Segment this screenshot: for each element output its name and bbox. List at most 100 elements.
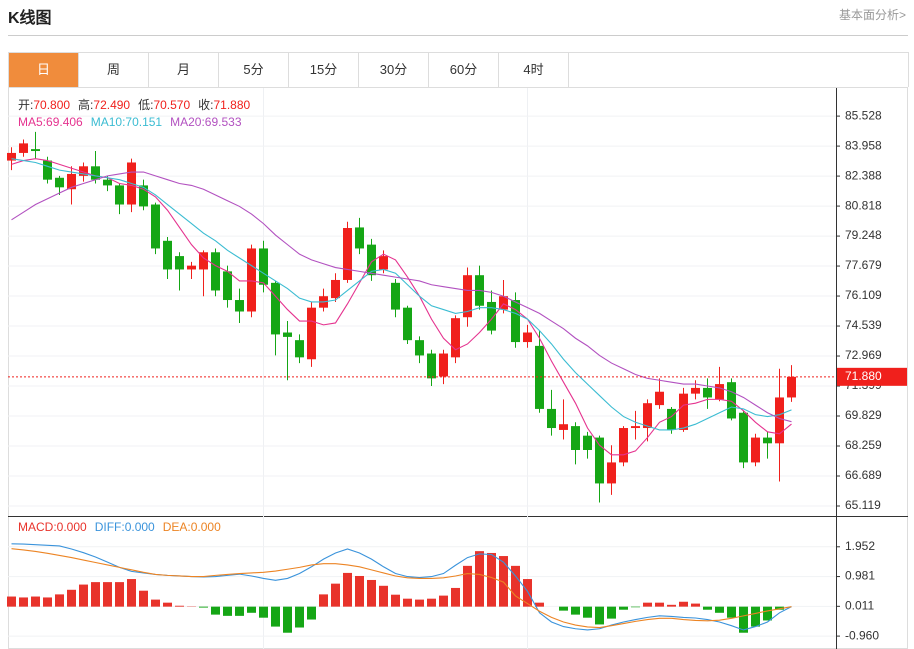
candle-body (7, 152, 16, 161)
candle-body (715, 384, 724, 400)
macd-bar (535, 602, 544, 607)
candle-body (679, 393, 688, 430)
candle-body (79, 166, 88, 176)
candle-body (223, 271, 232, 301)
y-tick-label: 65.119 (845, 498, 881, 512)
macd-bar (199, 606, 208, 608)
y-tick-label: 83.958 (845, 138, 882, 152)
candle-body (499, 296, 508, 310)
macd-bar (571, 606, 580, 615)
legend-value: 0.000 (124, 520, 155, 534)
candle-body (655, 391, 664, 406)
macd-bar (403, 598, 412, 607)
period-tabs: 日周月 5分 15分 30分 60分 4时 (8, 52, 909, 87)
legend-label: MA20: (170, 115, 205, 129)
legend-label: 开: (18, 98, 34, 112)
macd-bar (511, 565, 520, 607)
candle-body (463, 275, 472, 318)
macd-bar (151, 599, 160, 607)
candle-body (571, 426, 580, 450)
y-tick-label: 68.259 (845, 438, 882, 452)
candle-body (487, 301, 496, 331)
y-tick-label: 0.981 (845, 569, 875, 583)
candle-body (331, 279, 340, 299)
legend-value: 69.533 (204, 115, 242, 129)
candle-body (427, 353, 436, 379)
last-price-label: 71.880 (845, 369, 882, 383)
tab[interactable]: 月 (149, 53, 219, 87)
candle-body (199, 252, 208, 270)
candle-body (295, 340, 304, 358)
macd-bar (475, 551, 484, 607)
candle-body (247, 248, 256, 312)
macd-bar (43, 597, 52, 607)
y-tick-label: 77.679 (845, 258, 882, 272)
indicator-line (11, 158, 792, 431)
candle-body (751, 437, 760, 463)
macd-bar (415, 599, 424, 607)
y-tick-label: 79.248 (845, 228, 882, 242)
legend-value: 71.880 (213, 98, 251, 112)
y-tick-label: 1.952 (845, 539, 875, 553)
candle-body (739, 412, 748, 463)
macd-bar (295, 606, 304, 628)
macd-bar (691, 603, 700, 607)
candle-body (583, 435, 592, 450)
macd-bar (235, 606, 244, 616)
indicator-line (11, 543, 792, 631)
candle-body (367, 244, 376, 276)
candle-body (211, 252, 220, 291)
y-tick-label: 82.388 (845, 168, 882, 182)
ohlc-legend: 开:70.800 高:72.490 低:70.570 收:71.880 (18, 96, 258, 113)
macd-legend: MACD:0.000 DIFF:0.000 DEA:0.000 (18, 520, 229, 534)
macd-bar (715, 606, 724, 613)
y-tick-label: 85.528 (845, 108, 882, 122)
legend-label: MA5: (18, 115, 47, 129)
legend-label: MACD: (18, 520, 57, 534)
macd-bar (211, 606, 220, 615)
macd-bar (451, 587, 460, 607)
tab[interactable]: 60分 (429, 53, 499, 87)
candle-body (763, 437, 772, 444)
candle-body (511, 300, 520, 343)
legend-value: 70.570 (153, 98, 191, 112)
legend-value: 69.406 (46, 115, 83, 129)
macd-bar (463, 565, 472, 607)
macd-bar (67, 589, 76, 607)
y-tick-label: 66.689 (845, 468, 882, 482)
macd-bar (355, 575, 364, 607)
y-tick-label: 76.109 (845, 288, 882, 302)
macd-bar (727, 606, 736, 618)
macd-bar (139, 590, 148, 607)
macd-bar (343, 572, 352, 607)
tab[interactable]: 日 (9, 53, 79, 87)
candle-body (307, 307, 316, 360)
tab[interactable]: 5分 (219, 53, 289, 87)
macd-bar (559, 606, 568, 611)
candle-body (151, 204, 160, 249)
candle-body (787, 376, 796, 398)
candle-body (175, 256, 184, 270)
legend-value: 72.490 (93, 98, 131, 112)
candle-body (451, 318, 460, 358)
tab[interactable]: 15分 (289, 53, 359, 87)
macd-bar (499, 556, 508, 607)
indicator-line (11, 171, 792, 423)
macd-bar (643, 602, 652, 607)
last-price-box (837, 367, 907, 386)
macd-bar (583, 606, 592, 618)
y-tick-label: 80.818 (845, 198, 882, 212)
y-tick-label: 72.969 (845, 348, 882, 362)
macd-bar (379, 585, 388, 607)
tab[interactable]: 4时 (499, 53, 569, 87)
tab[interactable]: 周 (79, 53, 149, 87)
candle-body (343, 228, 352, 280)
macd-bar (391, 594, 400, 607)
macd-bar (19, 597, 28, 607)
macd-bar (283, 606, 292, 633)
fundamentals-link[interactable]: 基本面分析> (838, 8, 906, 22)
ma-legend: MA5:69.406 MA10:70.151 MA20:69.533 (18, 115, 250, 129)
tab[interactable]: 30分 (359, 53, 429, 87)
macd-bar (667, 604, 676, 607)
